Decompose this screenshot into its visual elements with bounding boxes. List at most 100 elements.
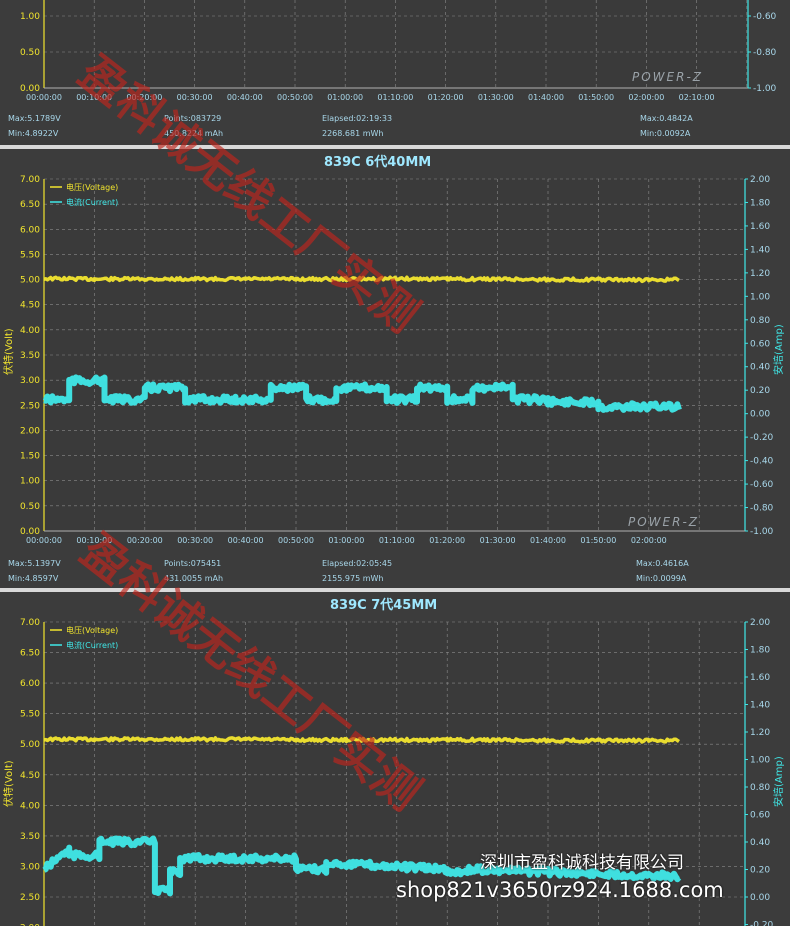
- y2-axis-label: 安培(Amp): [772, 324, 785, 375]
- chart-panel-2: 00:00:00 00:10:00 00:20:00 00:30:00 00:40:00…: [0, 149, 790, 588]
- stat-mah: 431.0055 mAh: [164, 574, 224, 583]
- x-tick-label: 01:30:00: [478, 93, 514, 102]
- y2-tick-label: 1.40: [750, 701, 770, 711]
- x-tick-label: 02:00:00: [631, 536, 667, 545]
- x-tick-label: 00:40:00: [228, 536, 264, 545]
- y2-tick-label: 1.60: [750, 673, 770, 683]
- stat-min-voltage: Min:4.8597V: [8, 574, 59, 583]
- series-line-voltage: [43, 736, 680, 744]
- y-tick-label: 0.50: [20, 48, 40, 58]
- x-tick-label: 01:00:00: [328, 536, 364, 545]
- plot-area: [44, 0, 748, 88]
- y2-tick-label: 1.40: [750, 245, 770, 255]
- x-tick-label: 02:10:00: [679, 93, 715, 102]
- x-tick-label: 00:50:00: [277, 93, 313, 102]
- x-tick-label: 00:00:00: [26, 93, 62, 102]
- y2-tick-label: 1.80: [750, 198, 770, 208]
- x-tick-label: 00:30:00: [177, 536, 213, 545]
- x-tick-label: 01:10:00: [377, 93, 413, 102]
- stat-max-current: Max:0.4842A: [640, 114, 693, 123]
- y2-tick-label: -0.20: [750, 433, 774, 443]
- series-line-current: [42, 374, 682, 413]
- shop-url: shop821v3650rz924.1688.com: [396, 878, 724, 902]
- y-tick-label: 4.50: [20, 771, 40, 781]
- stat-points: Points:083729: [164, 114, 222, 123]
- x-tick-label: 01:30:00: [480, 536, 516, 545]
- y2-tick-label: -1.00: [753, 84, 777, 94]
- y2-tick-label: 2.00: [750, 175, 770, 185]
- x-tick-label: 01:20:00: [428, 93, 464, 102]
- y-axis-label: 伏特(Volt): [2, 760, 15, 807]
- stat-points: Points:075451: [164, 559, 222, 568]
- y2-tick-label: 0.80: [750, 316, 770, 326]
- x-tick-label: 00:20:00: [126, 93, 162, 102]
- y2-tick-label: 1.00: [750, 292, 770, 302]
- legend-label: 电流(Current): [66, 640, 118, 650]
- stat-min-current: Min:0.0099A: [636, 574, 687, 583]
- x-tick-label: 00:50:00: [278, 536, 314, 545]
- x-tick-label: 01:40:00: [530, 536, 566, 545]
- y2-tick-label: 1.80: [750, 646, 770, 656]
- y-tick-label: 2.50: [20, 401, 40, 411]
- stat-max-voltage: Max:5.1397V: [8, 559, 61, 568]
- x-tick-label: 01:50:00: [578, 93, 614, 102]
- y-axis-label: 伏特(Volt): [2, 328, 15, 375]
- y2-tick-label: 0.00: [750, 893, 770, 903]
- stat-max-current: Max:0.4616A: [636, 559, 689, 568]
- stat-max-voltage: Max:5.1789V: [8, 114, 61, 123]
- stat-elapsed: Elapsed:02:05:45: [322, 559, 393, 568]
- y2-tick-label: 0.20: [750, 386, 770, 396]
- x-tick-label: 01:20:00: [429, 536, 465, 545]
- y-tick-label: 2.50: [20, 893, 40, 903]
- panel-divider: [0, 145, 790, 149]
- y2-tick-label: -0.20: [750, 921, 774, 926]
- chart-1: 00:00:00 00:10:00 00:20:00 00:30:00 00:40:00…: [20, 0, 777, 102]
- y2-tick-label: 0.20: [750, 866, 770, 876]
- y2-tick-label: -0.40: [750, 457, 774, 467]
- chart-title: 839C 6代40MM: [324, 155, 432, 170]
- power-z-logo: POWER-Z: [628, 515, 700, 529]
- x-tick-label: 00:40:00: [227, 93, 263, 102]
- y-tick-label: 5.00: [20, 740, 40, 750]
- chart-2: 00:00:00 00:10:00 00:20:00 00:30:00 00:40:00…: [2, 175, 785, 545]
- y-tick-label: 4.50: [20, 301, 40, 311]
- stat-mah: 450.8224 mAh: [164, 129, 224, 138]
- y2-tick-label: 1.00: [750, 756, 770, 766]
- series-line-voltage: [43, 275, 680, 284]
- chart-panel-3: 2.00 2.50 3.00 3.50 4.00 4.50 5.00 5.50 6.00 6.50…: [0, 592, 790, 926]
- y2-tick-label: 0.80: [750, 783, 770, 793]
- y2-tick-label: 1.20: [750, 728, 770, 738]
- chart-panel-1: 00:00:00 00:10:00 00:20:00 00:30:00 00:40:00…: [0, 0, 790, 145]
- y2-tick-label: -0.60: [750, 480, 774, 490]
- y-tick-label: 0.50: [20, 502, 40, 512]
- y-tick-label: 3.00: [20, 862, 40, 872]
- chart-3: 2.00 2.50 3.00 3.50 4.00 4.50 5.00 5.50 6.00 6.50…: [2, 618, 785, 926]
- y-tick-label: 5.50: [20, 250, 40, 260]
- stat-mwh: 2268.681 mWh: [322, 129, 384, 138]
- y-tick-label: 3.50: [20, 351, 40, 361]
- x-tick-label: 01:00:00: [327, 93, 363, 102]
- x-tick-label: 00:20:00: [127, 536, 163, 545]
- legend-label: 电流(Current): [66, 197, 118, 207]
- y2-tick-label: 0.40: [750, 838, 770, 848]
- y-tick-label: 4.00: [20, 801, 40, 811]
- series-line-current: [42, 835, 682, 897]
- y2-axis-label: 安培(Amp): [772, 756, 785, 807]
- y-tick-label: 1.00: [20, 12, 40, 22]
- y-tick-label: 7.00: [20, 175, 40, 185]
- y2-tick-label: 0.40: [750, 363, 770, 373]
- y-tick-label: 6.00: [20, 679, 40, 689]
- y2-tick-label: 1.20: [750, 269, 770, 279]
- x-tick-label: 00:10:00: [76, 536, 112, 545]
- y-tick-label: 6.50: [20, 200, 40, 210]
- y2-tick-label: -0.80: [753, 48, 777, 58]
- y-tick-label: 2.00: [20, 924, 40, 926]
- y-tick-label: 6.50: [20, 649, 40, 659]
- stat-min-current: Min:0.0092A: [640, 129, 691, 138]
- y2-tick-label: -0.80: [750, 504, 774, 514]
- y-tick-label: 7.00: [20, 618, 40, 628]
- y-tick-label: 4.00: [20, 326, 40, 336]
- shop-name: 深圳市盈科诚科技有限公司: [480, 853, 684, 873]
- y-tick-label: 3.50: [20, 832, 40, 842]
- x-tick-label: 01:40:00: [528, 93, 564, 102]
